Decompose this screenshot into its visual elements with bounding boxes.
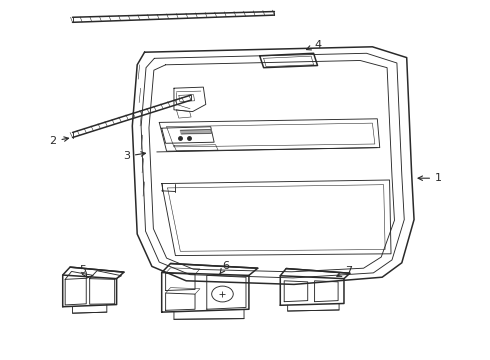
- Text: 2: 2: [49, 136, 69, 146]
- Text: 5: 5: [79, 265, 87, 278]
- Text: 4: 4: [307, 40, 321, 50]
- Text: 6: 6: [220, 261, 229, 274]
- Text: 7: 7: [337, 266, 352, 276]
- Text: 3: 3: [123, 151, 146, 161]
- Polygon shape: [180, 130, 212, 134]
- Text: 1: 1: [418, 173, 442, 183]
